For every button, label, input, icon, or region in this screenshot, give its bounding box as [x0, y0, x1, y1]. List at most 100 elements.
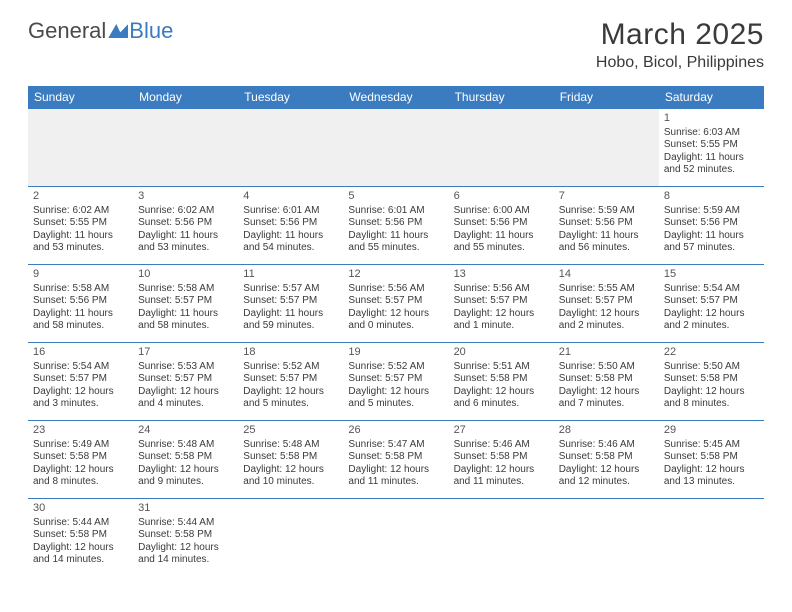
daylight-line: Daylight: 12 hours and 13 minutes.: [664, 464, 759, 489]
day-header-row: SundayMondayTuesdayWednesdayThursdayFrid…: [28, 86, 764, 109]
sunrise-line: Sunrise: 6:02 AM: [138, 205, 233, 218]
daylight-line: Daylight: 11 hours and 58 minutes.: [33, 308, 128, 333]
sunrise-line: Sunrise: 5:46 AM: [559, 439, 654, 452]
sunset-line: Sunset: 5:57 PM: [243, 295, 338, 308]
calendar-cell: [554, 109, 659, 187]
sunset-line: Sunset: 5:58 PM: [664, 451, 759, 464]
sunset-line: Sunset: 5:56 PM: [138, 217, 233, 230]
daylight-line: Daylight: 12 hours and 12 minutes.: [559, 464, 654, 489]
sunset-line: Sunset: 5:58 PM: [559, 373, 654, 386]
calendar-cell: 16Sunrise: 5:54 AMSunset: 5:57 PMDayligh…: [28, 343, 133, 421]
calendar-cell: 20Sunrise: 5:51 AMSunset: 5:58 PMDayligh…: [449, 343, 554, 421]
day-number: 26: [348, 424, 443, 438]
day-header: Tuesday: [238, 86, 343, 109]
sunrise-line: Sunrise: 5:50 AM: [559, 361, 654, 374]
sunset-line: Sunset: 5:58 PM: [559, 451, 654, 464]
sunrise-line: Sunrise: 5:58 AM: [138, 283, 233, 296]
day-number: 27: [454, 424, 549, 438]
day-number: 19: [348, 346, 443, 360]
day-number: 28: [559, 424, 654, 438]
daylight-line: Daylight: 12 hours and 10 minutes.: [243, 464, 338, 489]
daylight-line: Daylight: 12 hours and 8 minutes.: [33, 464, 128, 489]
calendar-cell: [238, 499, 343, 577]
calendar-cell: [133, 109, 238, 187]
calendar-cell: 1Sunrise: 6:03 AMSunset: 5:55 PMDaylight…: [659, 109, 764, 187]
calendar-cell: [343, 499, 448, 577]
brand-logo: GeneralBlue: [28, 18, 173, 44]
day-number: 4: [243, 190, 338, 204]
calendar-cell: 17Sunrise: 5:53 AMSunset: 5:57 PMDayligh…: [133, 343, 238, 421]
calendar-row: 9Sunrise: 5:58 AMSunset: 5:56 PMDaylight…: [28, 265, 764, 343]
daylight-line: Daylight: 11 hours and 53 minutes.: [138, 230, 233, 255]
calendar-row: 1Sunrise: 6:03 AMSunset: 5:55 PMDaylight…: [28, 109, 764, 187]
calendar-cell: 14Sunrise: 5:55 AMSunset: 5:57 PMDayligh…: [554, 265, 659, 343]
sunset-line: Sunset: 5:57 PM: [138, 295, 233, 308]
daylight-line: Daylight: 12 hours and 0 minutes.: [348, 308, 443, 333]
daylight-line: Daylight: 12 hours and 2 minutes.: [559, 308, 654, 333]
daylight-line: Daylight: 12 hours and 4 minutes.: [138, 386, 233, 411]
daylight-line: Daylight: 12 hours and 2 minutes.: [664, 308, 759, 333]
sunset-line: Sunset: 5:56 PM: [33, 295, 128, 308]
sunrise-line: Sunrise: 5:48 AM: [138, 439, 233, 452]
calendar-cell: [449, 499, 554, 577]
calendar-cell: [343, 109, 448, 187]
sunrise-line: Sunrise: 5:51 AM: [454, 361, 549, 374]
calendar-cell: 13Sunrise: 5:56 AMSunset: 5:57 PMDayligh…: [449, 265, 554, 343]
calendar-cell: 29Sunrise: 5:45 AMSunset: 5:58 PMDayligh…: [659, 421, 764, 499]
day-header: Sunday: [28, 86, 133, 109]
calendar-row: 16Sunrise: 5:54 AMSunset: 5:57 PMDayligh…: [28, 343, 764, 421]
page-header: GeneralBlue March 2025 Hobo, Bicol, Phil…: [0, 0, 792, 80]
sunset-line: Sunset: 5:58 PM: [454, 373, 549, 386]
calendar-cell: 8Sunrise: 5:59 AMSunset: 5:56 PMDaylight…: [659, 187, 764, 265]
sunrise-line: Sunrise: 6:00 AM: [454, 205, 549, 218]
sunset-line: Sunset: 5:56 PM: [454, 217, 549, 230]
day-number: 30: [33, 502, 128, 516]
day-number: 24: [138, 424, 233, 438]
day-number: 16: [33, 346, 128, 360]
sunrise-line: Sunrise: 5:59 AM: [559, 205, 654, 218]
calendar-cell: 15Sunrise: 5:54 AMSunset: 5:57 PMDayligh…: [659, 265, 764, 343]
sunrise-line: Sunrise: 5:54 AM: [664, 283, 759, 296]
calendar-cell: [28, 109, 133, 187]
day-number: 8: [664, 190, 759, 204]
sunrise-line: Sunrise: 5:50 AM: [664, 361, 759, 374]
day-number: 23: [33, 424, 128, 438]
daylight-line: Daylight: 11 hours and 54 minutes.: [243, 230, 338, 255]
sunrise-line: Sunrise: 5:49 AM: [33, 439, 128, 452]
calendar-cell: [659, 499, 764, 577]
sunrise-line: Sunrise: 5:52 AM: [243, 361, 338, 374]
sunrise-line: Sunrise: 5:58 AM: [33, 283, 128, 296]
calendar-row: 2Sunrise: 6:02 AMSunset: 5:55 PMDaylight…: [28, 187, 764, 265]
day-number: 25: [243, 424, 338, 438]
calendar-cell: [238, 109, 343, 187]
title-block: March 2025 Hobo, Bicol, Philippines: [596, 18, 764, 72]
calendar-cell: 10Sunrise: 5:58 AMSunset: 5:57 PMDayligh…: [133, 265, 238, 343]
sunset-line: Sunset: 5:56 PM: [348, 217, 443, 230]
logo-flag-icon: [108, 24, 128, 38]
daylight-line: Daylight: 12 hours and 8 minutes.: [664, 386, 759, 411]
day-header: Friday: [554, 86, 659, 109]
sunrise-line: Sunrise: 6:02 AM: [33, 205, 128, 218]
day-number: 18: [243, 346, 338, 360]
daylight-line: Daylight: 11 hours and 59 minutes.: [243, 308, 338, 333]
sunset-line: Sunset: 5:58 PM: [138, 529, 233, 542]
day-number: 20: [454, 346, 549, 360]
day-number: 13: [454, 268, 549, 282]
day-number: 21: [559, 346, 654, 360]
daylight-line: Daylight: 12 hours and 1 minute.: [454, 308, 549, 333]
day-number: 7: [559, 190, 654, 204]
sunrise-line: Sunrise: 5:52 AM: [348, 361, 443, 374]
sunset-line: Sunset: 5:57 PM: [138, 373, 233, 386]
calendar-cell: 26Sunrise: 5:47 AMSunset: 5:58 PMDayligh…: [343, 421, 448, 499]
sunset-line: Sunset: 5:55 PM: [664, 139, 759, 152]
calendar-body: 1Sunrise: 6:03 AMSunset: 5:55 PMDaylight…: [28, 109, 764, 577]
day-number: 14: [559, 268, 654, 282]
sunrise-line: Sunrise: 5:57 AM: [243, 283, 338, 296]
location-text: Hobo, Bicol, Philippines: [596, 54, 764, 72]
sunrise-line: Sunrise: 5:45 AM: [664, 439, 759, 452]
calendar-cell: [449, 109, 554, 187]
sunset-line: Sunset: 5:57 PM: [243, 373, 338, 386]
calendar-cell: 30Sunrise: 5:44 AMSunset: 5:58 PMDayligh…: [28, 499, 133, 577]
calendar-cell: 3Sunrise: 6:02 AMSunset: 5:56 PMDaylight…: [133, 187, 238, 265]
sunrise-line: Sunrise: 6:03 AM: [664, 127, 759, 140]
